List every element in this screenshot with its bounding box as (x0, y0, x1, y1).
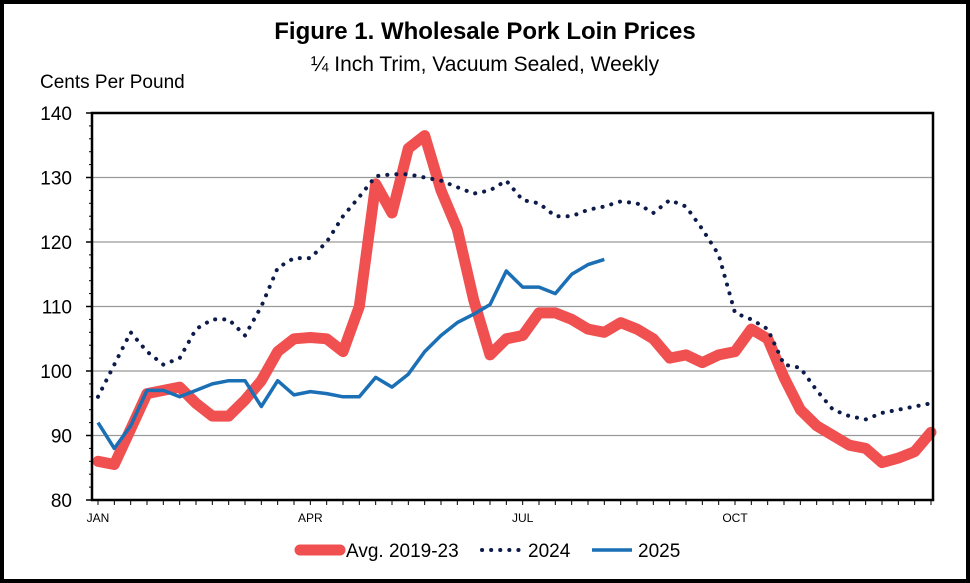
chart-frame: Figure 1. Wholesale Pork Loin Prices ¼ I… (4, 4, 966, 579)
y-tick-label: 120 (40, 233, 72, 254)
x-tick-label: JUL (512, 511, 534, 525)
y-tick-label: 100 (40, 362, 72, 383)
series-line-2025 (96, 257, 605, 451)
y-tick-label: 130 (40, 169, 72, 190)
y-tick-label: 110 (42, 298, 72, 319)
x-tick-label: APR (298, 511, 323, 525)
line-chart: 80 90 100 110 120 130 140 JAN APR JUL OCT Avg. 2019… (40, 104, 937, 562)
x-tick-label: OCT (722, 511, 748, 525)
chart-subtitle: ¼ Inch Trim, Vacuum Sealed, Weekly (310, 53, 660, 76)
legend-label: Avg. 2019-23 (346, 541, 459, 562)
series-line-2024 (96, 172, 933, 422)
y-tick-label: 90 (51, 427, 72, 448)
series-line-avg-2019-23 (92, 130, 937, 470)
plot-area-border (90, 111, 935, 502)
y-tick-label: 80 (51, 491, 72, 512)
y-tick-label: 140 (40, 104, 72, 125)
chart-title: Figure 1. Wholesale Pork Loin Prices (274, 18, 696, 45)
legend-label: 2025 (638, 541, 680, 562)
x-tick-label: JAN (87, 511, 110, 525)
y-axis-label: Cents Per Pound (40, 72, 185, 93)
legend-label: 2024 (528, 541, 571, 562)
